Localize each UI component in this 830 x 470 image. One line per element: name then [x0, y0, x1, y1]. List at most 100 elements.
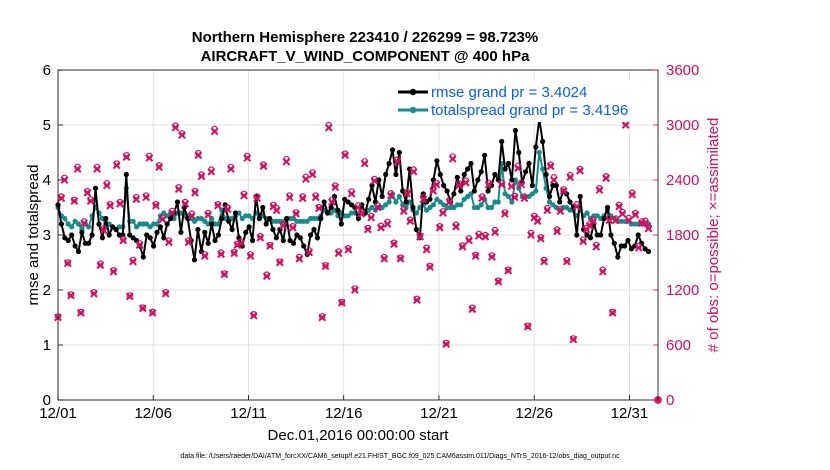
obs-assimilated-marker: [383, 220, 392, 228]
rmse-point: [75, 248, 82, 255]
rmse-point: [260, 204, 266, 211]
rmse-point: [492, 171, 498, 178]
obs-assimilated-marker: [644, 224, 653, 233]
rmse-point: [441, 182, 447, 189]
rmse-point: [335, 207, 341, 213]
obs-possible-marker: [126, 292, 134, 299]
rmse-point: [273, 235, 279, 241]
obs-assimilated-marker: [138, 304, 147, 313]
obs-assimilated-marker: [373, 203, 382, 212]
obs-assimilated-marker: [497, 180, 506, 189]
rmse-point: [267, 215, 273, 222]
obs-assimilated-marker: [164, 238, 173, 247]
rmse-point: [393, 171, 399, 178]
obs-possible-marker: [221, 270, 228, 277]
obs-assimilated-marker: [119, 236, 128, 245]
obs-assimilated-marker: [142, 193, 151, 202]
totalspread-point: [65, 221, 71, 227]
obs-assimilated-marker: [628, 190, 637, 199]
rmse-point: [598, 232, 604, 238]
rmse-point: [615, 254, 621, 260]
totalspread-point: [478, 202, 484, 208]
rmse-point: [523, 169, 529, 175]
obs-assimilated-marker: [288, 223, 297, 232]
obs-assimilated-marker: [484, 180, 493, 189]
obs-assimilated-marker: [83, 188, 92, 197]
obs-assimilated-marker: [445, 198, 454, 206]
y-right-tick-label: 3000: [666, 117, 699, 134]
obs-assimilated-marker: [514, 164, 522, 173]
totalspread-point: [413, 210, 419, 216]
obs-assimilated-marker: [367, 213, 376, 222]
obs-assimilated-marker: [621, 121, 630, 129]
obs-assimilated-marker: [249, 311, 258, 320]
rmse-point: [410, 204, 416, 211]
rmse-point: [311, 226, 317, 233]
obs-assimilated-marker: [425, 263, 434, 272]
rmse-point: [280, 237, 286, 244]
obs-assimilated-marker: [191, 188, 199, 197]
rmse-point: [577, 193, 583, 200]
obs-assimilated-marker: [589, 217, 597, 226]
rmse-point: [543, 171, 549, 178]
rmse-point: [386, 160, 392, 167]
obs-assimilated-marker: [579, 237, 588, 246]
x-tick-label: 12/11: [230, 405, 266, 422]
rmse-point: [106, 232, 112, 238]
obs-assimilated-marker: [432, 180, 441, 189]
legend-box: [395, 80, 645, 122]
rmse-point: [222, 202, 228, 208]
obs-assimilated-marker: [262, 272, 271, 281]
obs-assimilated-marker: [292, 209, 301, 218]
obs-possible-marker: [276, 258, 283, 265]
obs-assimilated-marker: [576, 166, 584, 175]
obs-assimilated-marker: [390, 240, 398, 249]
rmse-point: [92, 185, 99, 191]
obs-assimilated-marker: [99, 226, 108, 235]
rmse-point: [123, 171, 129, 178]
obs-assimilated-marker: [641, 219, 650, 228]
rmse-point: [321, 199, 327, 205]
rmse-point: [557, 199, 563, 205]
rmse-point: [154, 229, 160, 235]
rmse-point: [461, 171, 467, 178]
obs-possible-marker: [609, 308, 616, 316]
obs-assimilated-marker: [540, 257, 549, 266]
rmse-point: [505, 160, 512, 167]
x-tick-label: 12/01: [39, 405, 77, 422]
obs-assimilated-marker: [279, 221, 288, 230]
y-left-tick-label: 3: [43, 227, 51, 244]
rmse-point: [553, 182, 559, 189]
obs-assimilated-marker: [204, 210, 213, 219]
x-tick-label: 12/31: [611, 405, 649, 422]
rmse-point: [622, 243, 628, 249]
y-right-tick-label: 1200: [666, 282, 699, 299]
totalspread-point: [505, 193, 512, 200]
obs-assimilated-marker: [517, 180, 526, 189]
obs-assimilated-marker: [360, 159, 369, 168]
rmse-point: [338, 221, 344, 227]
rmse-point: [635, 232, 641, 238]
obs-assimilated-marker: [155, 163, 164, 172]
rmse-point: [226, 218, 232, 224]
obs-assimilated-marker: [559, 187, 568, 195]
obs-assimilated-marker: [631, 210, 640, 219]
y-right-tick-label: 3600: [666, 62, 699, 79]
obs-assimilated-marker: [321, 262, 330, 271]
rmse-point: [219, 215, 225, 222]
rmse-point: [202, 229, 208, 235]
rmse-point: [584, 232, 590, 238]
obs-possible-marker: [495, 277, 502, 284]
rmse-point: [209, 221, 215, 227]
chart-title-line2: AIRCRAFT_V_WIND_COMPONENT @ 400 hPa: [201, 48, 531, 65]
obs-assimilated-marker: [611, 216, 620, 225]
obs-assimilated-marker: [370, 176, 379, 185]
footer-data-file: data file: /Users/raeder/DAI/ATM_forcXX/…: [180, 453, 620, 460]
obs-assimilated-marker: [406, 217, 415, 226]
obs-assimilated-marker: [523, 322, 532, 331]
obs-assimilated-marker: [435, 223, 444, 232]
rmse-point: [444, 188, 450, 194]
rmse-point: [533, 144, 539, 150]
series-rmse: [55, 116, 652, 263]
obs-assimilated-marker: [109, 267, 118, 276]
